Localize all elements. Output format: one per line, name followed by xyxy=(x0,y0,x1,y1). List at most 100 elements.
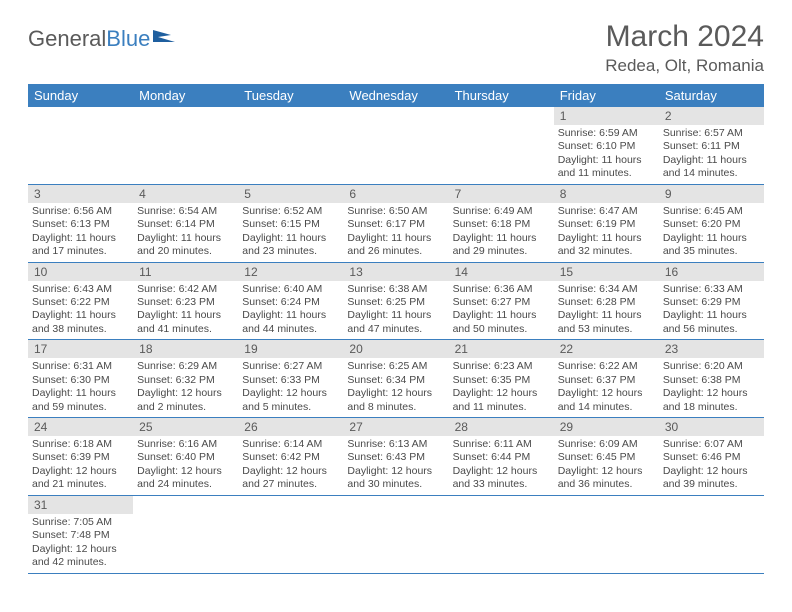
calendar-cell: 27Sunrise: 6:13 AMSunset: 6:43 PMDayligh… xyxy=(343,418,448,496)
calendar-cell xyxy=(238,107,343,184)
day-info: Sunrise: 7:05 AMSunset: 7:48 PMDaylight:… xyxy=(28,514,133,573)
calendar-cell: 5Sunrise: 6:52 AMSunset: 6:15 PMDaylight… xyxy=(238,184,343,262)
logo-text-1: General xyxy=(28,26,106,52)
day-info: Sunrise: 6:59 AMSunset: 6:10 PMDaylight:… xyxy=(554,125,659,184)
calendar-cell: 20Sunrise: 6:25 AMSunset: 6:34 PMDayligh… xyxy=(343,340,448,418)
day-info: Sunrise: 6:33 AMSunset: 6:29 PMDaylight:… xyxy=(659,281,764,340)
day-info: Sunrise: 6:11 AMSunset: 6:44 PMDaylight:… xyxy=(449,436,554,495)
day-info: Sunrise: 6:27 AMSunset: 6:33 PMDaylight:… xyxy=(238,358,343,417)
calendar-cell xyxy=(343,107,448,184)
calendar-cell: 2Sunrise: 6:57 AMSunset: 6:11 PMDaylight… xyxy=(659,107,764,184)
calendar-cell: 15Sunrise: 6:34 AMSunset: 6:28 PMDayligh… xyxy=(554,262,659,340)
calendar-cell: 3Sunrise: 6:56 AMSunset: 6:13 PMDaylight… xyxy=(28,184,133,262)
calendar-cell: 12Sunrise: 6:40 AMSunset: 6:24 PMDayligh… xyxy=(238,262,343,340)
day-number: 13 xyxy=(343,263,448,281)
calendar-cell: 25Sunrise: 6:16 AMSunset: 6:40 PMDayligh… xyxy=(133,418,238,496)
calendar-cell xyxy=(343,495,448,573)
day-number: 8 xyxy=(554,185,659,203)
day-number: 3 xyxy=(28,185,133,203)
day-number: 16 xyxy=(659,263,764,281)
calendar-body: 1Sunrise: 6:59 AMSunset: 6:10 PMDaylight… xyxy=(28,107,764,573)
calendar-cell: 17Sunrise: 6:31 AMSunset: 6:30 PMDayligh… xyxy=(28,340,133,418)
calendar-cell: 13Sunrise: 6:38 AMSunset: 6:25 PMDayligh… xyxy=(343,262,448,340)
calendar-cell xyxy=(554,495,659,573)
calendar-cell: 22Sunrise: 6:22 AMSunset: 6:37 PMDayligh… xyxy=(554,340,659,418)
day-number: 21 xyxy=(449,340,554,358)
title-block: March 2024 Redea, Olt, Romania xyxy=(605,20,764,76)
day-number: 30 xyxy=(659,418,764,436)
day-number: 1 xyxy=(554,107,659,125)
day-info: Sunrise: 6:14 AMSunset: 6:42 PMDaylight:… xyxy=(238,436,343,495)
calendar-cell: 21Sunrise: 6:23 AMSunset: 6:35 PMDayligh… xyxy=(449,340,554,418)
calendar-cell: 19Sunrise: 6:27 AMSunset: 6:33 PMDayligh… xyxy=(238,340,343,418)
calendar-cell xyxy=(28,107,133,184)
day-info: Sunrise: 6:20 AMSunset: 6:38 PMDaylight:… xyxy=(659,358,764,417)
calendar-table: SundayMondayTuesdayWednesdayThursdayFrid… xyxy=(28,84,764,574)
day-info: Sunrise: 6:34 AMSunset: 6:28 PMDaylight:… xyxy=(554,281,659,340)
day-number: 12 xyxy=(238,263,343,281)
day-info: Sunrise: 6:40 AMSunset: 6:24 PMDaylight:… xyxy=(238,281,343,340)
day-number: 23 xyxy=(659,340,764,358)
calendar-cell: 26Sunrise: 6:14 AMSunset: 6:42 PMDayligh… xyxy=(238,418,343,496)
day-info: Sunrise: 6:25 AMSunset: 6:34 PMDaylight:… xyxy=(343,358,448,417)
day-number: 26 xyxy=(238,418,343,436)
day-header: Saturday xyxy=(659,84,764,107)
day-info: Sunrise: 6:50 AMSunset: 6:17 PMDaylight:… xyxy=(343,203,448,262)
day-info: Sunrise: 6:45 AMSunset: 6:20 PMDaylight:… xyxy=(659,203,764,262)
logo: GeneralBlue xyxy=(28,26,179,52)
header: GeneralBlue March 2024 Redea, Olt, Roman… xyxy=(28,20,764,76)
day-header: Wednesday xyxy=(343,84,448,107)
day-info: Sunrise: 6:57 AMSunset: 6:11 PMDaylight:… xyxy=(659,125,764,184)
day-number: 2 xyxy=(659,107,764,125)
day-number: 6 xyxy=(343,185,448,203)
day-number: 10 xyxy=(28,263,133,281)
calendar-cell xyxy=(238,495,343,573)
calendar-head: SundayMondayTuesdayWednesdayThursdayFrid… xyxy=(28,84,764,107)
calendar-cell: 9Sunrise: 6:45 AMSunset: 6:20 PMDaylight… xyxy=(659,184,764,262)
day-info: Sunrise: 6:56 AMSunset: 6:13 PMDaylight:… xyxy=(28,203,133,262)
day-info: Sunrise: 6:43 AMSunset: 6:22 PMDaylight:… xyxy=(28,281,133,340)
day-number: 15 xyxy=(554,263,659,281)
day-info: Sunrise: 6:29 AMSunset: 6:32 PMDaylight:… xyxy=(133,358,238,417)
calendar-cell: 10Sunrise: 6:43 AMSunset: 6:22 PMDayligh… xyxy=(28,262,133,340)
calendar-cell: 4Sunrise: 6:54 AMSunset: 6:14 PMDaylight… xyxy=(133,184,238,262)
day-number: 14 xyxy=(449,263,554,281)
calendar-cell xyxy=(659,495,764,573)
day-number: 9 xyxy=(659,185,764,203)
location: Redea, Olt, Romania xyxy=(605,56,764,76)
day-number: 19 xyxy=(238,340,343,358)
month-title: March 2024 xyxy=(605,20,764,54)
calendar-cell: 7Sunrise: 6:49 AMSunset: 6:18 PMDaylight… xyxy=(449,184,554,262)
day-number: 24 xyxy=(28,418,133,436)
day-number: 29 xyxy=(554,418,659,436)
calendar-cell: 11Sunrise: 6:42 AMSunset: 6:23 PMDayligh… xyxy=(133,262,238,340)
calendar-cell xyxy=(449,495,554,573)
day-info: Sunrise: 6:09 AMSunset: 6:45 PMDaylight:… xyxy=(554,436,659,495)
calendar-cell: 29Sunrise: 6:09 AMSunset: 6:45 PMDayligh… xyxy=(554,418,659,496)
day-info: Sunrise: 6:38 AMSunset: 6:25 PMDaylight:… xyxy=(343,281,448,340)
day-number: 27 xyxy=(343,418,448,436)
day-header: Tuesday xyxy=(238,84,343,107)
day-number: 31 xyxy=(28,496,133,514)
calendar-cell: 23Sunrise: 6:20 AMSunset: 6:38 PMDayligh… xyxy=(659,340,764,418)
logo-flag-icon xyxy=(153,28,179,46)
calendar-cell: 24Sunrise: 6:18 AMSunset: 6:39 PMDayligh… xyxy=(28,418,133,496)
day-info: Sunrise: 6:47 AMSunset: 6:19 PMDaylight:… xyxy=(554,203,659,262)
day-number: 4 xyxy=(133,185,238,203)
day-number: 22 xyxy=(554,340,659,358)
day-number: 18 xyxy=(133,340,238,358)
day-number: 20 xyxy=(343,340,448,358)
day-number: 5 xyxy=(238,185,343,203)
day-info: Sunrise: 6:49 AMSunset: 6:18 PMDaylight:… xyxy=(449,203,554,262)
calendar-cell: 30Sunrise: 6:07 AMSunset: 6:46 PMDayligh… xyxy=(659,418,764,496)
calendar-cell: 31Sunrise: 7:05 AMSunset: 7:48 PMDayligh… xyxy=(28,495,133,573)
day-info: Sunrise: 6:54 AMSunset: 6:14 PMDaylight:… xyxy=(133,203,238,262)
day-number: 7 xyxy=(449,185,554,203)
calendar-cell xyxy=(133,495,238,573)
logo-text-2: Blue xyxy=(106,26,150,52)
day-info: Sunrise: 6:23 AMSunset: 6:35 PMDaylight:… xyxy=(449,358,554,417)
calendar-cell: 16Sunrise: 6:33 AMSunset: 6:29 PMDayligh… xyxy=(659,262,764,340)
day-header: Thursday xyxy=(449,84,554,107)
calendar-cell xyxy=(449,107,554,184)
day-info: Sunrise: 6:22 AMSunset: 6:37 PMDaylight:… xyxy=(554,358,659,417)
